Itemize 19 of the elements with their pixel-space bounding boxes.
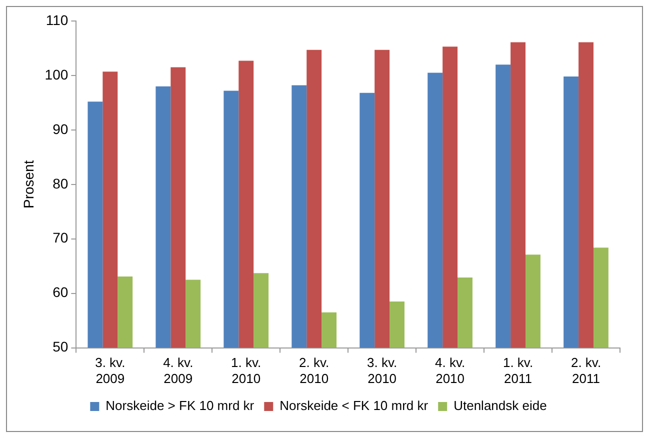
x-tick-label: 1. kv. 2011	[502, 355, 534, 386]
x-tick-label: 3. kv. 2009	[95, 355, 126, 386]
x-tick-label: 2. kv. 2010	[299, 355, 330, 386]
legend-label: Utenlandsk eide	[454, 398, 547, 414]
x-tick-label: 4. kv. 2010	[434, 355, 466, 386]
y-tick-label: 80	[52, 175, 68, 192]
legend-label: Norskeide < FK 10 mrd kr	[280, 398, 429, 414]
y-tick-label: 90	[52, 120, 68, 137]
x-tick-label: 1. kv. 2010	[231, 355, 262, 386]
y-tick-label: 50	[52, 338, 68, 355]
y-tick-label: 60	[52, 284, 68, 300]
x-tick-label: 4. kv. 2009	[163, 355, 194, 386]
y-tick-label: 110	[46, 12, 68, 28]
legend-label: Norskeide > FK 10 mrd kr	[106, 398, 255, 414]
y-tick-label: 100	[44, 66, 68, 82]
x-tick-label: 3. kv. 2010	[367, 355, 398, 386]
y-tick-label: 70	[52, 230, 68, 246]
y-axis-title: Prosent	[20, 160, 36, 209]
x-tick-label: 2. kv. 2011	[570, 355, 602, 386]
